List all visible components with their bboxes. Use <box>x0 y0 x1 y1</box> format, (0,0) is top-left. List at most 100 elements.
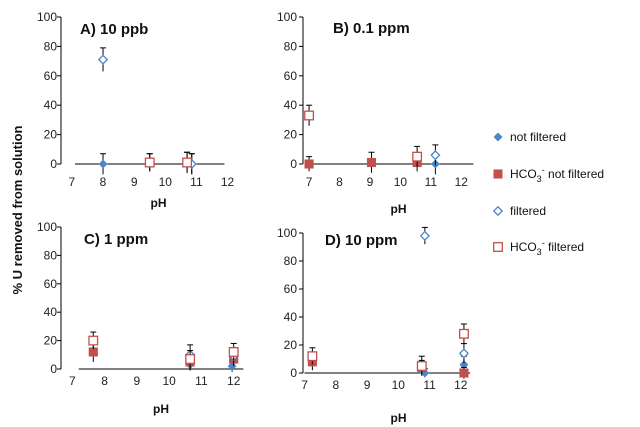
x-tick-label: 8 <box>336 175 343 189</box>
x-axis-label: pH <box>153 402 169 416</box>
series-hco3-not-filtered <box>88 341 239 371</box>
panel-4: 0 20 40 60 80 100 7 8 9 10 11 12 pH D) 10 ppm <box>277 226 471 425</box>
data-point <box>98 159 108 169</box>
y-tick-label: 0 <box>290 157 297 171</box>
x-tick-label: 7 <box>69 374 76 388</box>
y-tick-label: 40 <box>44 98 58 112</box>
legend-label: filtered <box>510 204 546 218</box>
y-tick-label: 60 <box>44 69 58 83</box>
y-tick-label: 20 <box>44 128 58 142</box>
y-tick-label: 40 <box>284 310 298 324</box>
panel-3: 0 20 40 60 80 100 7 8 9 10 11 12 pH C) 1 ppm <box>37 220 244 416</box>
data-point <box>144 157 155 168</box>
x-tick-label: 7 <box>69 175 76 189</box>
data-point <box>412 151 423 162</box>
y-tick-label: 80 <box>284 254 298 268</box>
panel-title: B) 0.1 ppm <box>333 20 410 37</box>
legend-marker-icon <box>493 242 503 252</box>
y-tick-label: 20 <box>284 128 298 142</box>
y-tick-label: 0 <box>290 366 297 380</box>
data-point <box>419 230 430 241</box>
x-tick-label: 9 <box>131 175 138 189</box>
x-tick-label: 9 <box>134 374 141 388</box>
legend: not filtered HCO3- not filtered filtered HC… <box>492 130 604 257</box>
y-tick-label: 40 <box>284 98 298 112</box>
data-point <box>458 348 470 359</box>
data-point <box>88 335 99 346</box>
y-tick-label: 80 <box>44 39 58 53</box>
data-point <box>430 150 441 161</box>
y-tick-label: 60 <box>284 69 298 83</box>
x-tick-label: 9 <box>364 378 371 392</box>
panel-title: D) 10 ppm <box>325 232 398 249</box>
x-tick-label: 10 <box>392 378 406 392</box>
legend-item: HCO3- not filtered <box>493 165 604 184</box>
y-tick-label: 20 <box>44 334 58 348</box>
x-axis-label: pH <box>391 411 407 425</box>
data-point <box>458 328 469 339</box>
x-tick-label: 9 <box>367 175 374 189</box>
y-tick-label: 40 <box>44 305 58 319</box>
legend-marker-icon <box>493 169 503 179</box>
series-hco3-filtered <box>307 323 469 376</box>
x-axis-label: pH <box>391 202 407 216</box>
legend-item: filtered <box>492 204 546 218</box>
data-point <box>416 361 427 371</box>
y-tick-label: 20 <box>284 338 298 352</box>
x-tick-label: 11 <box>190 175 203 189</box>
x-tick-label: 7 <box>301 378 308 392</box>
series-filtered <box>419 226 470 364</box>
x-tick-label: 11 <box>423 378 436 392</box>
y-tick-label: 80 <box>284 39 298 53</box>
panel-1: 0 20 40 60 80 100 7 8 9 10 11 12 pH A) 10 ppb <box>37 10 235 210</box>
panel-2: 0 20 40 60 80 100 7 8 9 10 11 12 pH B) 0.1 ppm <box>277 10 474 216</box>
y-tick-label: 100 <box>37 10 57 24</box>
data-point <box>459 368 469 378</box>
y-tick-label: 100 <box>277 226 297 240</box>
series-filtered <box>97 47 197 175</box>
x-tick-label: 7 <box>306 175 313 189</box>
legend-label: not filtered <box>510 130 566 144</box>
x-tick-label: 12 <box>454 378 468 392</box>
x-tick-label: 10 <box>159 175 173 189</box>
x-tick-label: 8 <box>101 374 108 388</box>
legend-item: not filtered <box>493 130 566 144</box>
x-tick-label: 12 <box>221 175 235 189</box>
x-tick-label: 10 <box>394 175 408 189</box>
y-tick-label: 60 <box>284 282 298 296</box>
x-tick-label: 10 <box>162 374 176 388</box>
y-tick-label: 80 <box>44 248 58 262</box>
x-tick-label: 11 <box>195 374 208 388</box>
y-tick-label: 0 <box>50 362 57 376</box>
data-point <box>97 54 109 65</box>
x-tick-label: 8 <box>332 378 339 392</box>
series-filtered <box>430 144 441 166</box>
legend-marker-icon <box>492 205 504 217</box>
y-tick-label: 100 <box>37 220 57 234</box>
x-tick-label: 12 <box>455 175 469 189</box>
legend-marker-icon <box>493 132 503 142</box>
data-point <box>182 157 193 168</box>
legend-item: HCO3- filtered <box>493 238 584 257</box>
data-point <box>366 157 377 168</box>
x-tick-label: 8 <box>100 175 107 189</box>
panel-title: A) 10 ppb <box>80 21 148 38</box>
data-point <box>304 110 315 121</box>
legend-label: HCO3- filtered <box>510 238 584 257</box>
series-hco3-not-filtered <box>304 151 422 173</box>
series-hco3-not-filtered <box>307 352 469 379</box>
y-tick-label: 0 <box>50 157 57 171</box>
data-point <box>304 159 314 169</box>
x-tick-label: 12 <box>227 374 241 388</box>
y-axis-label: % U removed from solution <box>10 125 25 294</box>
data-point <box>185 354 196 365</box>
panel-title: C) 1 ppm <box>84 231 148 248</box>
x-axis-label: pH <box>151 196 167 210</box>
series-hco3-filtered <box>144 151 193 173</box>
y-tick-label: 100 <box>277 10 297 24</box>
legend-label: HCO3- not filtered <box>510 165 604 184</box>
series-hco3-filtered <box>304 104 423 167</box>
series-hco3-filtered <box>88 331 239 368</box>
